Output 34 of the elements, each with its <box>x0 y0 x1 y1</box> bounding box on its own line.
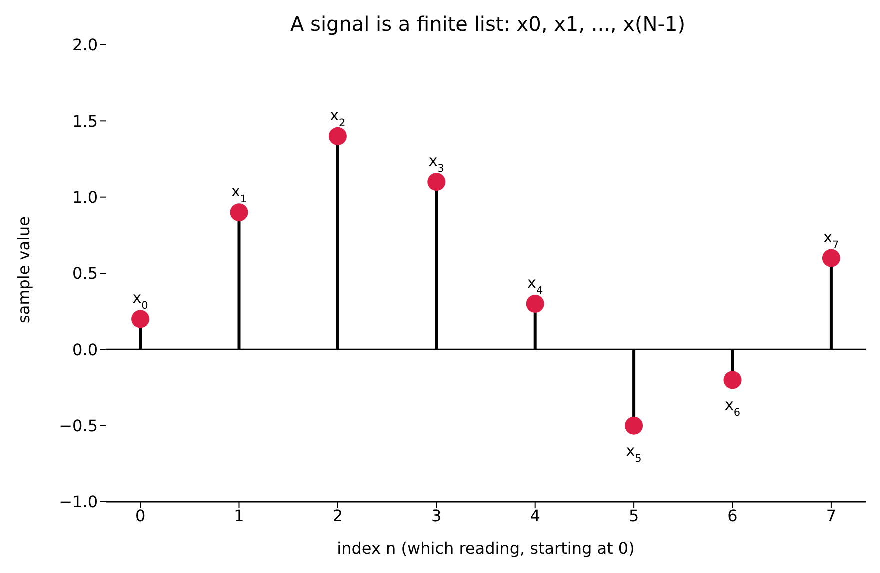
point <box>822 249 840 268</box>
x-tick-label: 2 <box>332 506 344 526</box>
x-axis-title: index n (which reading, starting at 0) <box>337 539 635 558</box>
y-tick-label: 1.0 <box>72 188 98 208</box>
x-tick-label: 4 <box>530 506 540 526</box>
point <box>132 310 150 328</box>
y-tick-label: 1.5 <box>72 112 98 131</box>
annotation: x$_{4}$ <box>528 274 544 297</box>
annotation: x$_{0}$ <box>132 289 148 312</box>
point <box>526 294 544 313</box>
point <box>328 127 347 146</box>
y-tick-label: 0.5 <box>72 264 98 284</box>
x-tick-label: 1 <box>234 506 244 526</box>
y-tick-label: 0.0 <box>72 340 98 360</box>
point <box>724 371 742 390</box>
x-tick-label: 3 <box>432 506 442 526</box>
annotation: x$_{2}$ <box>330 106 346 130</box>
y-axis-title: sample value <box>14 216 34 324</box>
point <box>625 416 644 435</box>
x-tick-label: 7 <box>826 506 837 526</box>
point <box>428 173 446 192</box>
annotation: x$_{3}$ <box>428 152 444 176</box>
y-tick-label: −0.5 <box>59 416 98 436</box>
annotation: x$_{7}$ <box>824 228 840 252</box>
annotation: x$_{1}$ <box>231 182 248 206</box>
x-tick-label: 5 <box>628 506 640 526</box>
y-tick-label: −1.0 <box>59 492 98 512</box>
y-tick-label: 2.0 <box>72 36 98 55</box>
point <box>230 204 248 222</box>
x-tick-label: 6 <box>728 506 738 526</box>
chart-title: A signal is a finite list: x0, x1, ..., x(N-1) <box>290 12 686 36</box>
x-tick-label: 0 <box>135 506 146 526</box>
annotation: x$_{5}$ <box>626 442 642 465</box>
annotation: x$_{6}$ <box>724 396 741 420</box>
